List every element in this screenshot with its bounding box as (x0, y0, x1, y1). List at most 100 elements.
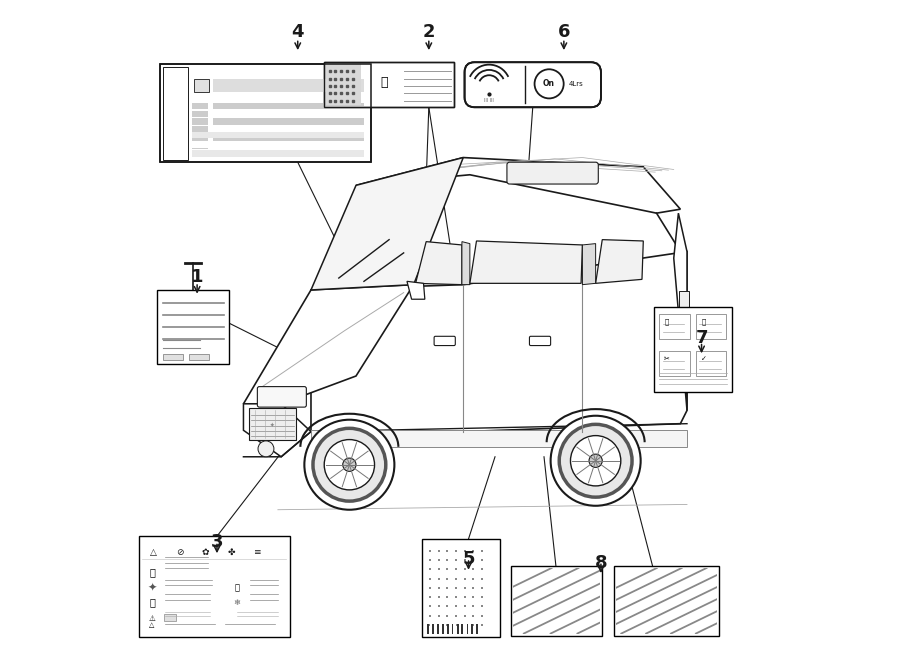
Bar (192, 111, 209, 117)
Bar (459, 624, 461, 634)
Bar (163, 67, 188, 160)
Circle shape (559, 424, 632, 497)
Text: 🔊: 🔊 (665, 318, 670, 325)
Bar (192, 134, 209, 141)
Text: 5: 5 (463, 550, 475, 569)
Text: ❄: ❄ (233, 598, 240, 607)
Polygon shape (311, 158, 464, 290)
Text: 4: 4 (292, 23, 304, 41)
Bar (454, 624, 456, 634)
Bar (659, 314, 689, 339)
Bar (192, 103, 209, 109)
Bar (164, 614, 176, 621)
Polygon shape (582, 244, 596, 285)
Bar (213, 118, 364, 125)
Text: ⚠: ⚠ (148, 614, 156, 623)
Polygon shape (244, 285, 414, 404)
Circle shape (343, 458, 356, 471)
Text: On: On (543, 79, 555, 87)
Circle shape (571, 436, 621, 486)
Text: 🚗: 🚗 (234, 583, 239, 592)
Bar (213, 126, 364, 133)
Bar (442, 624, 444, 634)
Bar (449, 624, 451, 634)
Bar (430, 624, 431, 634)
Polygon shape (674, 213, 687, 410)
FancyBboxPatch shape (257, 387, 306, 407)
Bar (472, 624, 473, 634)
Text: 8: 8 (595, 553, 608, 572)
Bar (479, 624, 481, 634)
Text: ⊘: ⊘ (176, 547, 184, 557)
Text: ✦: ✦ (148, 583, 157, 593)
Bar (654, 307, 732, 392)
Bar (462, 624, 464, 634)
Text: ✿: ✿ (202, 547, 209, 557)
FancyBboxPatch shape (434, 336, 455, 346)
Text: ✦: ✦ (270, 423, 274, 428)
Bar (456, 624, 459, 634)
Circle shape (535, 70, 563, 99)
Bar (659, 351, 689, 376)
Text: ≡: ≡ (253, 547, 260, 557)
Bar (422, 539, 500, 637)
Bar (696, 314, 726, 339)
Text: △: △ (149, 622, 155, 628)
Bar (160, 64, 371, 162)
Polygon shape (407, 281, 425, 299)
Text: ✂: ✂ (664, 355, 670, 362)
Bar (213, 134, 364, 141)
Bar (311, 430, 687, 447)
Text: 🔥: 🔥 (149, 567, 155, 577)
Text: 3: 3 (211, 532, 223, 551)
Text: 7: 7 (696, 328, 707, 347)
Bar (192, 118, 209, 125)
Bar (139, 536, 290, 637)
Bar (614, 566, 719, 636)
Polygon shape (470, 241, 582, 283)
Bar (452, 624, 454, 634)
Text: 2: 2 (423, 23, 435, 41)
Bar (439, 624, 441, 634)
Bar (213, 142, 364, 149)
Bar (511, 566, 602, 636)
Bar (213, 103, 364, 109)
Text: 4Lrs: 4Lrs (569, 81, 584, 87)
Text: 📋: 📋 (701, 318, 706, 325)
Circle shape (258, 441, 274, 457)
Text: 🧍: 🧍 (149, 597, 155, 608)
Polygon shape (462, 242, 470, 285)
Bar (469, 624, 471, 634)
Bar (192, 150, 209, 157)
Polygon shape (596, 240, 644, 283)
Text: lll lll: lll lll (484, 97, 494, 103)
Bar (616, 568, 716, 634)
Circle shape (313, 428, 386, 501)
Text: ✓: ✓ (700, 355, 706, 362)
Bar (213, 150, 364, 157)
Text: ✤: ✤ (228, 547, 235, 557)
Bar (192, 126, 209, 133)
Text: 1: 1 (191, 267, 203, 286)
FancyBboxPatch shape (507, 162, 598, 184)
Bar (248, 408, 296, 440)
Circle shape (551, 416, 641, 506)
Polygon shape (356, 158, 680, 213)
Bar (324, 62, 454, 107)
Bar (435, 624, 436, 634)
Bar (213, 79, 364, 92)
FancyBboxPatch shape (529, 336, 551, 346)
Circle shape (324, 440, 374, 490)
Circle shape (589, 454, 602, 467)
Text: 🦌: 🦌 (380, 76, 388, 89)
Bar (466, 624, 468, 634)
Bar (213, 111, 364, 117)
Bar (163, 354, 183, 360)
Bar (192, 150, 364, 157)
Bar (324, 62, 454, 107)
Bar (192, 132, 364, 138)
Bar (192, 142, 209, 149)
Bar (192, 141, 364, 148)
Circle shape (304, 420, 394, 510)
Bar (432, 624, 434, 634)
